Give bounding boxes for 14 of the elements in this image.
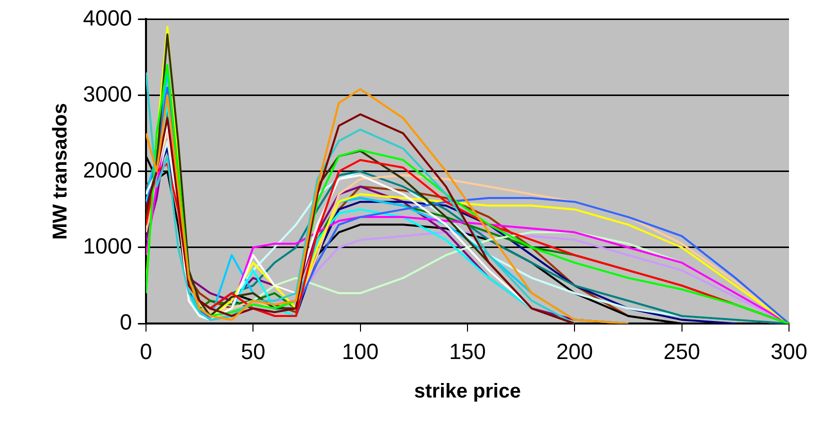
y-tick-label: 2000 [82,157,132,182]
y-tick-label: 3000 [82,81,132,106]
x-tick-label: 100 [342,338,379,364]
y-axis-title: MW transados [50,103,72,240]
x-tick-label: 150 [449,338,486,364]
x-tick-label: 0 [140,338,152,364]
x-axis-title: strike price [414,380,521,403]
y-tick-label: 1000 [82,234,132,259]
x-tick-label: 50 [240,338,266,364]
x-tick-label: 300 [770,338,808,364]
y-tick-label: 4000 [82,5,132,30]
x-tick-label: 250 [663,338,700,364]
y-tick-label: 0 [120,310,132,335]
x-tick-label: 200 [556,338,594,364]
